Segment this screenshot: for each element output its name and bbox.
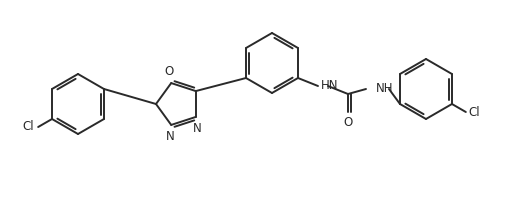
Text: N: N [166, 130, 175, 143]
Text: Cl: Cl [469, 106, 481, 119]
Text: N: N [192, 122, 201, 135]
Text: O: O [165, 65, 174, 78]
Text: HN: HN [321, 78, 338, 92]
Text: NH: NH [376, 81, 393, 95]
Text: Cl: Cl [22, 120, 34, 134]
Text: O: O [344, 116, 353, 129]
